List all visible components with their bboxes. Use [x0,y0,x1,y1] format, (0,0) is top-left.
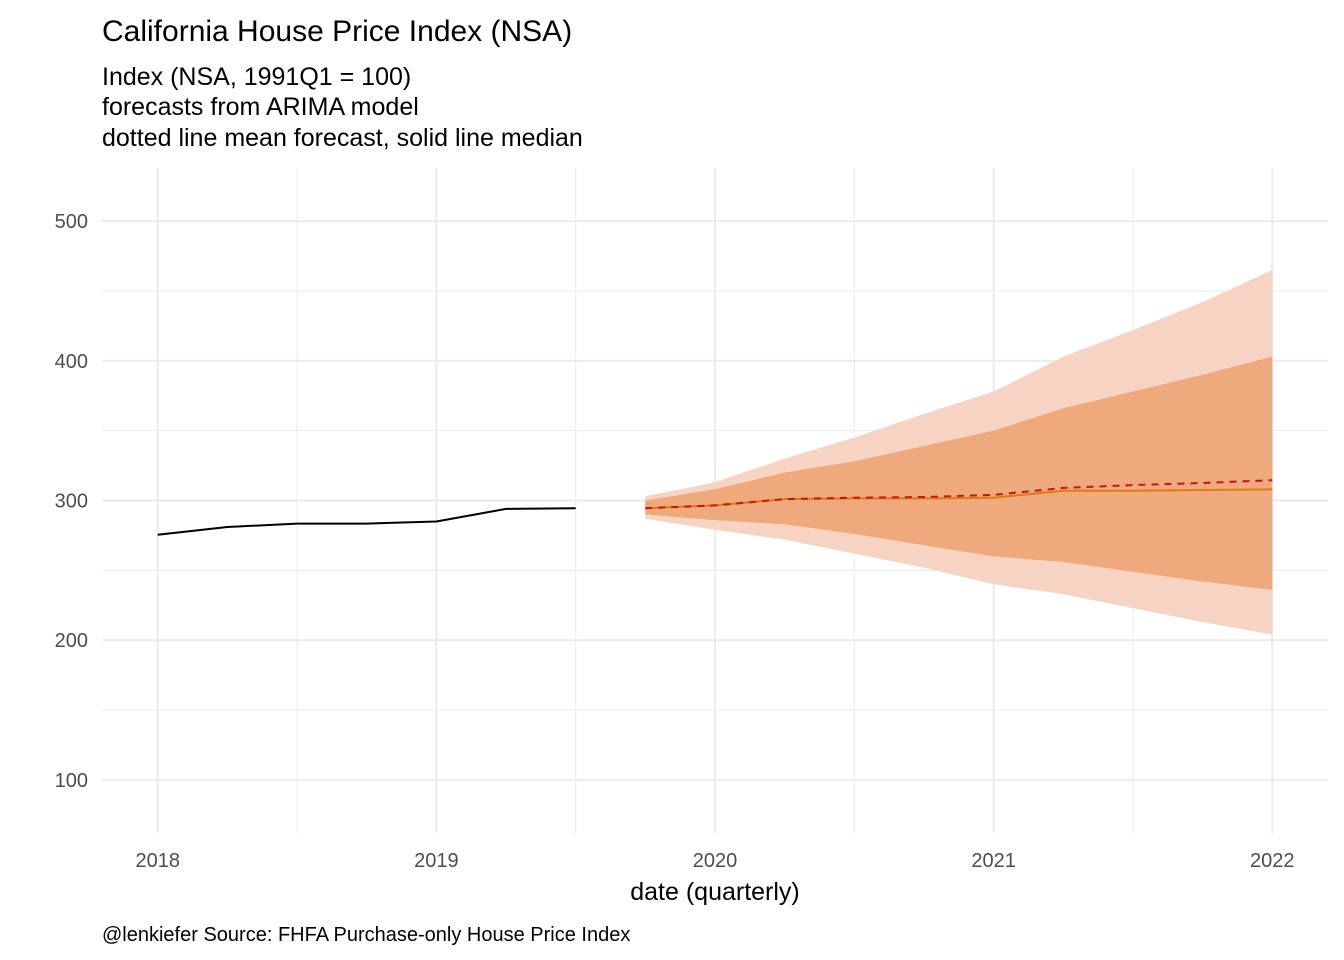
chart-subtitle-line-1: Index (NSA, 1991Q1 = 100) [102,63,411,91]
x-axis-ticks: 2018 2019 2020 2021 2022 [135,850,1294,872]
y-axis-ticks: 100 200 300 400 500 [55,211,88,792]
x-tick-label: 2022 [1250,850,1295,872]
history-line [157,507,576,536]
chart-caption: @lenkiefer Source: FHFA Purchase-only Ho… [102,924,630,946]
chart-title: California House Price Index (NSA) [102,15,572,48]
y-tick-label: 300 [55,491,88,513]
x-axis-title: date (quarterly) [630,878,800,906]
y-tick-label: 100 [55,770,88,792]
forecast-band-inner [645,356,1273,590]
x-tick-label: 2020 [693,850,738,872]
forecast-bands [645,270,1273,635]
y-tick-label: 200 [55,630,88,652]
chart-subtitle-line-2: forecasts from ARIMA model [102,93,419,121]
mean-forecast-line [645,479,1273,510]
y-tick-label: 500 [55,211,88,233]
series-lines [157,479,1273,536]
x-tick-label: 2021 [971,850,1016,872]
x-tick-label: 2018 [135,850,180,872]
y-tick-label: 400 [55,351,88,373]
x-tick-label: 2019 [414,850,459,872]
chart-subtitle-line-3: dotted line mean forecast, solid line me… [102,124,583,152]
